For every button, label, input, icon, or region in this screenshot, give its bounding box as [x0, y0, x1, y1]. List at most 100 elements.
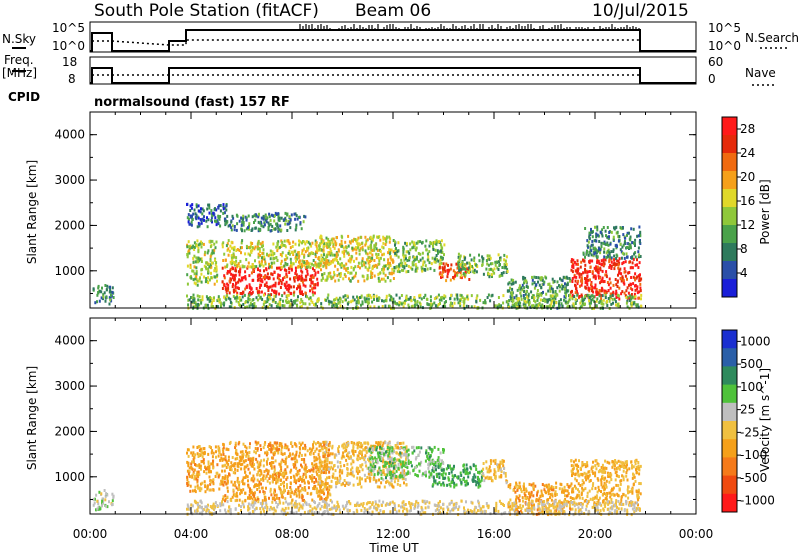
scatter-cell [583, 298, 586, 302]
scatter-cell [438, 250, 440, 254]
scatter-cell [314, 261, 317, 265]
scatter-cell [256, 488, 259, 491]
scatter-cell [404, 477, 407, 481]
scatter-cell [378, 466, 381, 470]
scatter-cell [191, 460, 194, 464]
scatter-cell [376, 248, 379, 252]
scatter-cell [364, 446, 367, 450]
scatter-cell [595, 232, 598, 236]
scatter-cell [608, 296, 611, 300]
scatter-cell [343, 455, 346, 459]
scatter-cell [220, 303, 223, 307]
scatter-cell [383, 473, 386, 476]
scatter-cell [244, 215, 247, 219]
scatter-cell [322, 451, 325, 455]
scatter-cell [389, 272, 392, 276]
scatter-cell [598, 240, 601, 243]
scatter-cell [307, 246, 310, 250]
scatter-cell [621, 276, 624, 280]
scatter-cell [311, 498, 314, 502]
scatter-cell [232, 471, 235, 475]
scatter-cell [425, 239, 428, 243]
scatter-cell [612, 250, 615, 253]
scatter-cell [535, 303, 538, 307]
scatter-cell [235, 269, 237, 273]
scatter-cell [328, 244, 331, 248]
scatter-cell [261, 297, 264, 301]
scatter-cell [302, 479, 305, 482]
scatter-cell [186, 478, 189, 482]
scatter-cell [396, 269, 399, 273]
scatter-cell [599, 266, 602, 270]
scatter-cell [112, 296, 115, 299]
scatter-cell [221, 287, 224, 290]
scatter-cell [222, 203, 225, 207]
scatter-cell [300, 453, 303, 457]
scatter-cell [604, 258, 607, 262]
scatter-cell [521, 283, 524, 287]
scatter-cell [94, 497, 96, 501]
scatter-cell [547, 289, 550, 293]
scatter-cell [479, 298, 482, 302]
scatter-cell [193, 241, 196, 245]
scatter-cell [631, 295, 634, 299]
scatter-cell [413, 304, 416, 308]
scatter-cell [108, 296, 111, 300]
scatter-cell [405, 264, 408, 267]
scatter-cell [325, 471, 328, 475]
scatter-cell [197, 256, 200, 260]
scatter-cell [272, 242, 275, 246]
scatter-cell [433, 463, 435, 466]
scatter-cell [523, 279, 526, 283]
scatter-cell [592, 275, 595, 279]
scatter-cell [638, 240, 641, 244]
scatter-cell [289, 453, 292, 457]
scatter-cell [193, 475, 196, 478]
scatter-cell [437, 456, 440, 460]
scatter-cell [277, 282, 280, 286]
scatter-cell [587, 278, 590, 282]
scatter-cell [360, 485, 363, 489]
scatter-cell [233, 278, 236, 282]
scatter-cell [212, 251, 215, 255]
scatter-cell [186, 482, 189, 485]
scatter-cell [206, 225, 209, 229]
scatter-cell [255, 213, 258, 217]
scatter-cell [306, 449, 309, 453]
scatter-cell [629, 244, 632, 248]
scatter-cell [359, 243, 361, 247]
scatter-cell [223, 252, 226, 256]
scatter-cell [218, 449, 221, 453]
scatter-cell [221, 280, 224, 284]
scatter-cell [374, 465, 377, 469]
scatter-cell [253, 450, 256, 454]
scatter-cell [332, 237, 335, 241]
scatter-cell [300, 262, 303, 266]
scatter-cell [459, 275, 462, 279]
scatter-cell [295, 481, 297, 485]
scatter-cell [285, 219, 288, 223]
scatter-cell [241, 450, 244, 454]
scatter-cell [394, 444, 397, 447]
scatter-cell [242, 290, 245, 294]
scatter-cell [364, 478, 367, 482]
scatter-cell [301, 498, 304, 502]
scatter-cell [373, 247, 376, 251]
scatter-cell [270, 461, 273, 464]
scatter-cell [496, 305, 499, 309]
scatter-cell [623, 282, 626, 286]
scatter-cell [290, 441, 293, 445]
scatter-cell [482, 301, 485, 305]
scatter-cell [383, 464, 385, 468]
scatter-cell [601, 294, 604, 298]
scatter-cell [294, 454, 297, 458]
scatter-cell [595, 293, 598, 296]
scatter-cell [306, 491, 309, 495]
scatter-cell [294, 266, 297, 270]
scatter-cell [540, 277, 542, 281]
scatter-cell [194, 463, 196, 466]
scatter-cell [616, 285, 619, 288]
scatter-cell [320, 464, 323, 468]
scatter-cell [638, 296, 640, 300]
scatter-cell [276, 471, 278, 475]
